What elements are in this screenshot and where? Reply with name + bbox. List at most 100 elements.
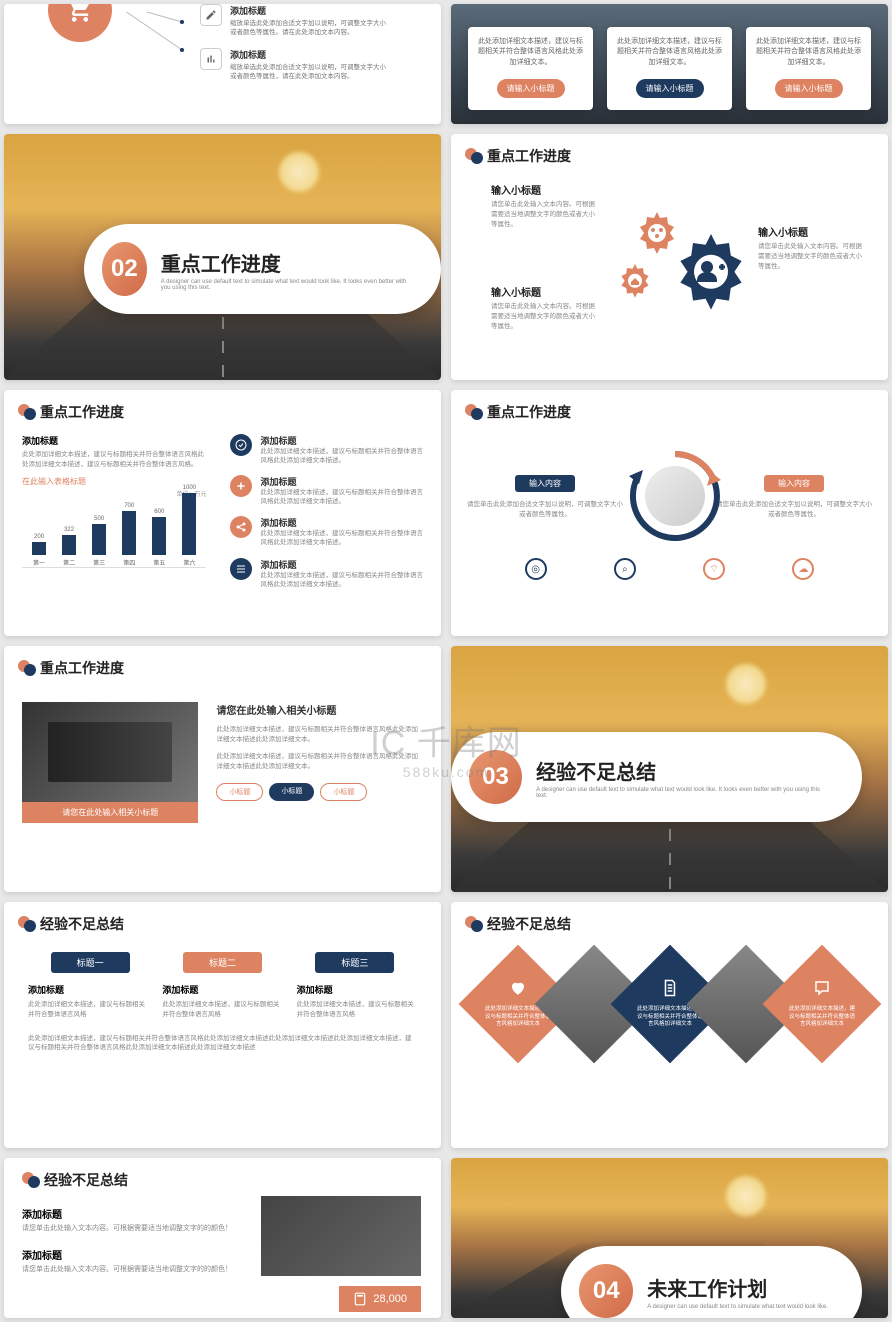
last-left-partial: 经验不足总结 添加标题 请您单击此处输入文本内容。可根据需要适当地调整文字的的颜…	[4, 1158, 441, 1318]
section-subtitle: A designer can use default text to simul…	[536, 787, 828, 799]
bar-label: 第五	[153, 558, 165, 567]
item-title: 添加标题	[260, 558, 423, 571]
meeting-image-block: 请您在此处输入相关小标题	[22, 702, 198, 823]
slide-1-right-partial: 此处添加详细文本描述，建议与标题相关并符合整体语言风格此处添加详细文本。 请输入…	[451, 4, 888, 124]
header-bullet-icon	[18, 660, 34, 676]
column: 添加标题此处添加详细文本描述，建议与标题相关并符合整体语言风格	[297, 983, 417, 1020]
bar-rect	[62, 535, 76, 555]
chart-icon	[200, 48, 222, 70]
slide-1-left-partial: 添加标题 缩放单选此处添加合适文字加以说明，可调整文字大小或者颜色等属性。请在此…	[4, 4, 441, 124]
circles-slide: 重点工作进度 输入内容 请您单击此处添加合适文字加以说明，可调整文字大小或者颜色…	[451, 390, 888, 636]
section-pill: 02 重点工作进度 A designer can use default tex…	[84, 224, 441, 314]
slide-grid: 添加标题 缩放单选此处添加合适文字加以说明，可调整文字大小或者颜色等属性。请在此…	[0, 0, 892, 1322]
stat-number: 28,000	[373, 1293, 407, 1305]
meeting-photo	[22, 702, 198, 802]
center-photo	[645, 466, 705, 526]
bar-value: 1000	[183, 485, 196, 491]
item-desc: 缩放单选此处添加合适文字加以说明，可调整文字大小或者颜色等属性，请在此处添加文本…	[230, 63, 390, 81]
content-tag: 输入内容	[515, 475, 575, 492]
chart-column: 添加标题 此处添加详细文本描述，建议与标题相关并符合整体语言风格此处添加详细文本…	[22, 434, 206, 589]
tag-button[interactable]: 小标题	[269, 783, 314, 801]
meeting-photo-2	[261, 1196, 421, 1276]
col-title: 添加标题	[28, 983, 148, 996]
gear-label: 输入小标题 请您单击此处输入文本内容。可根据需要适当地调整文字的颜色或者大小等属…	[491, 284, 601, 331]
slide-header: 经验不足总结	[40, 914, 124, 934]
column: 添加标题此处添加详细文本描述，建议与标题相关并符合整体语言风格	[162, 983, 282, 1020]
card-button[interactable]: 请输入小标题	[636, 79, 704, 98]
card-desc: 此处添加详细文本描述，建议与标题相关并符合整体语言风格此处添加详细文本。	[615, 37, 724, 69]
barchart-slide: 重点工作进度 添加标题 此处添加详细文本描述，建议与标题相关并符合整体语言风格此…	[4, 390, 441, 636]
bar-column: 600第五	[152, 509, 166, 566]
item-title: 添加标题	[230, 48, 390, 61]
item-desc: 此处添加详细文本描述，建议与标题相关并符合整体语言风格此处添加详细文本描述。	[260, 488, 423, 506]
column: 添加标题此处添加详细文本描述，建议与标题相关并符合整体语言风格	[28, 983, 148, 1020]
info-card: 此处添加详细文本描述，建议与标题相关并符合整体语言风格此处添加详细文本。 请输入…	[746, 27, 871, 111]
bar-rect	[92, 524, 106, 555]
chart-left-title: 添加标题	[22, 434, 206, 447]
tabs-slide: 经验不足总结 标题一 标题二 标题三 添加标题此处添加详细文本描述，建议与标题相关并…	[4, 902, 441, 1148]
bar-label: 第二	[63, 558, 75, 567]
section-04-divider-partial: 04 未来工作计划 A designer can use default tex…	[451, 1158, 888, 1318]
section-pill: 04 未来工作计划 A designer can use default tex…	[561, 1246, 862, 1318]
plus-icon	[230, 475, 252, 497]
diamond-shape: 此处添加详细文本描述，建议与标题相关并符合整体语言风格加详细文本	[762, 945, 881, 1064]
slide-header: 重点工作进度	[487, 402, 571, 422]
section-pill: 03 经验不足总结 A designer can use default tex…	[451, 732, 862, 822]
label-title: 输入小标题	[758, 224, 868, 239]
bar-value: 700	[124, 503, 134, 509]
icon-list: 添加标题此处添加详细文本描述，建议与标题相关并符合整体语言风格此处添加详细文本描…	[230, 434, 423, 589]
section-number: 04	[579, 1264, 633, 1318]
stat-badge: 28,000	[339, 1286, 421, 1312]
gear-label: 输入小标题 请您单击此处输入文本内容。可根据需要适当地调整文字的颜色或者大小等属…	[758, 224, 868, 271]
circle-right-col: 输入内容 请您单击此处添加合适文字加以说明，可调整文字大小或者颜色等属性。	[714, 473, 874, 520]
bar-value: 500	[94, 516, 104, 522]
tab[interactable]: 标题三	[315, 952, 394, 973]
wifi-icon: ⌔	[703, 558, 725, 580]
card-button[interactable]: 请输入小标题	[497, 79, 565, 98]
label-title: 输入小标题	[491, 182, 601, 197]
chart-title: 在此输入表格标题	[22, 476, 206, 487]
diamond-row: 此处添加详细文本描述，建议与标题相关并符合整体语言风格加详细文本此处添加详细文本…	[451, 938, 888, 1070]
cloud-icon: ☁	[792, 558, 814, 580]
card-desc: 此处添加详细文本描述，建议与标题相关并符合整体语言风格此处添加详细文本。	[754, 37, 863, 69]
col-desc: 此处添加详细文本描述，建议与标题相关并符合整体语言风格	[297, 1000, 417, 1020]
list-item: 添加标题 缩放单选此处添加合适文字加以说明，可调整文字大小或者颜色等属性，请在此…	[200, 48, 390, 81]
slide-header: 经验不足总结	[44, 1170, 128, 1190]
meeting-heading: 请您在此处输入相关小标题	[216, 702, 423, 717]
header-bullet-icon	[465, 148, 481, 164]
list-item: 添加标题此处添加详细文本描述，建议与标题相关并符合整体语言风格此处添加详细文本描…	[230, 434, 423, 465]
section-title: 经验不足总结	[536, 756, 828, 785]
col-title: 添加标题	[297, 983, 417, 996]
sun-decoration	[279, 152, 319, 192]
footer-paragraph: 此处添加详细文本描述，建议与标题相关并符合整体语言风格此处添加详细文本描述此处添…	[4, 1020, 441, 1068]
content-desc: 请您单击此处添加合适文字加以说明，可调整文字大小或者颜色等属性。	[465, 500, 625, 520]
tag-button[interactable]: 小标题	[216, 783, 263, 801]
bar-column: 200第一	[32, 534, 46, 566]
meeting-text-block: 请您在此处输入相关小标题 此处添加详细文本描述，建议与标题相关并符合整体语言风格…	[216, 702, 423, 823]
header-bullet-icon	[465, 916, 481, 932]
card-button[interactable]: 请输入小标题	[775, 79, 843, 98]
section-title: 重点工作进度	[161, 248, 407, 277]
share-icon	[230, 516, 252, 538]
label-desc: 请您单击此处输入文本内容。可根据需要适当地调整文字的颜色或者大小等属性。	[758, 242, 868, 271]
search-icon: ⌕	[614, 558, 636, 580]
card-desc: 此处添加详细文本描述，建议与标题相关并符合整体语言风格此处添加详细文本。	[476, 37, 585, 69]
item-desc: 此处添加详细文本描述，建议与标题相关并符合整体语言风格此处添加详细文本描述。	[260, 529, 423, 547]
gears-graphic	[599, 182, 769, 352]
content-tag: 输入内容	[764, 475, 824, 492]
diamonds-slide: 经验不足总结 此处添加详细文本描述，建议与标题相关并符合整体语言风格加详细文本此…	[451, 902, 888, 1148]
section-03-divider: 03 经验不足总结 A designer can use default tex…	[451, 646, 888, 892]
tab[interactable]: 标题二	[183, 952, 262, 973]
section-title: 未来工作计划	[647, 1273, 828, 1302]
bar-column: 500第三	[92, 516, 106, 567]
item-desc: 此处添加详细文本描述，建议与标题相关并符合整体语言风格此处添加详细文本描述。	[260, 447, 423, 465]
tab[interactable]: 标题一	[51, 952, 130, 973]
meeting-slide: 重点工作进度 请您在此处输入相关小标题 请您在此处输入相关小标题 此处添加详细文…	[4, 646, 441, 892]
label-title: 输入小标题	[491, 284, 601, 299]
sun-decoration	[726, 1176, 766, 1216]
list-icon	[230, 558, 252, 580]
card-row: 此处添加详细文本描述，建议与标题相关并符合整体语言风格此处添加详细文本。 请输入…	[451, 27, 888, 111]
item-desc: 此处添加详细文本描述，建议与标题相关并符合整体语言风格此处添加详细文本描述。	[260, 571, 423, 589]
connector-lines	[22, 12, 222, 92]
tag-button[interactable]: 小标题	[320, 783, 367, 801]
